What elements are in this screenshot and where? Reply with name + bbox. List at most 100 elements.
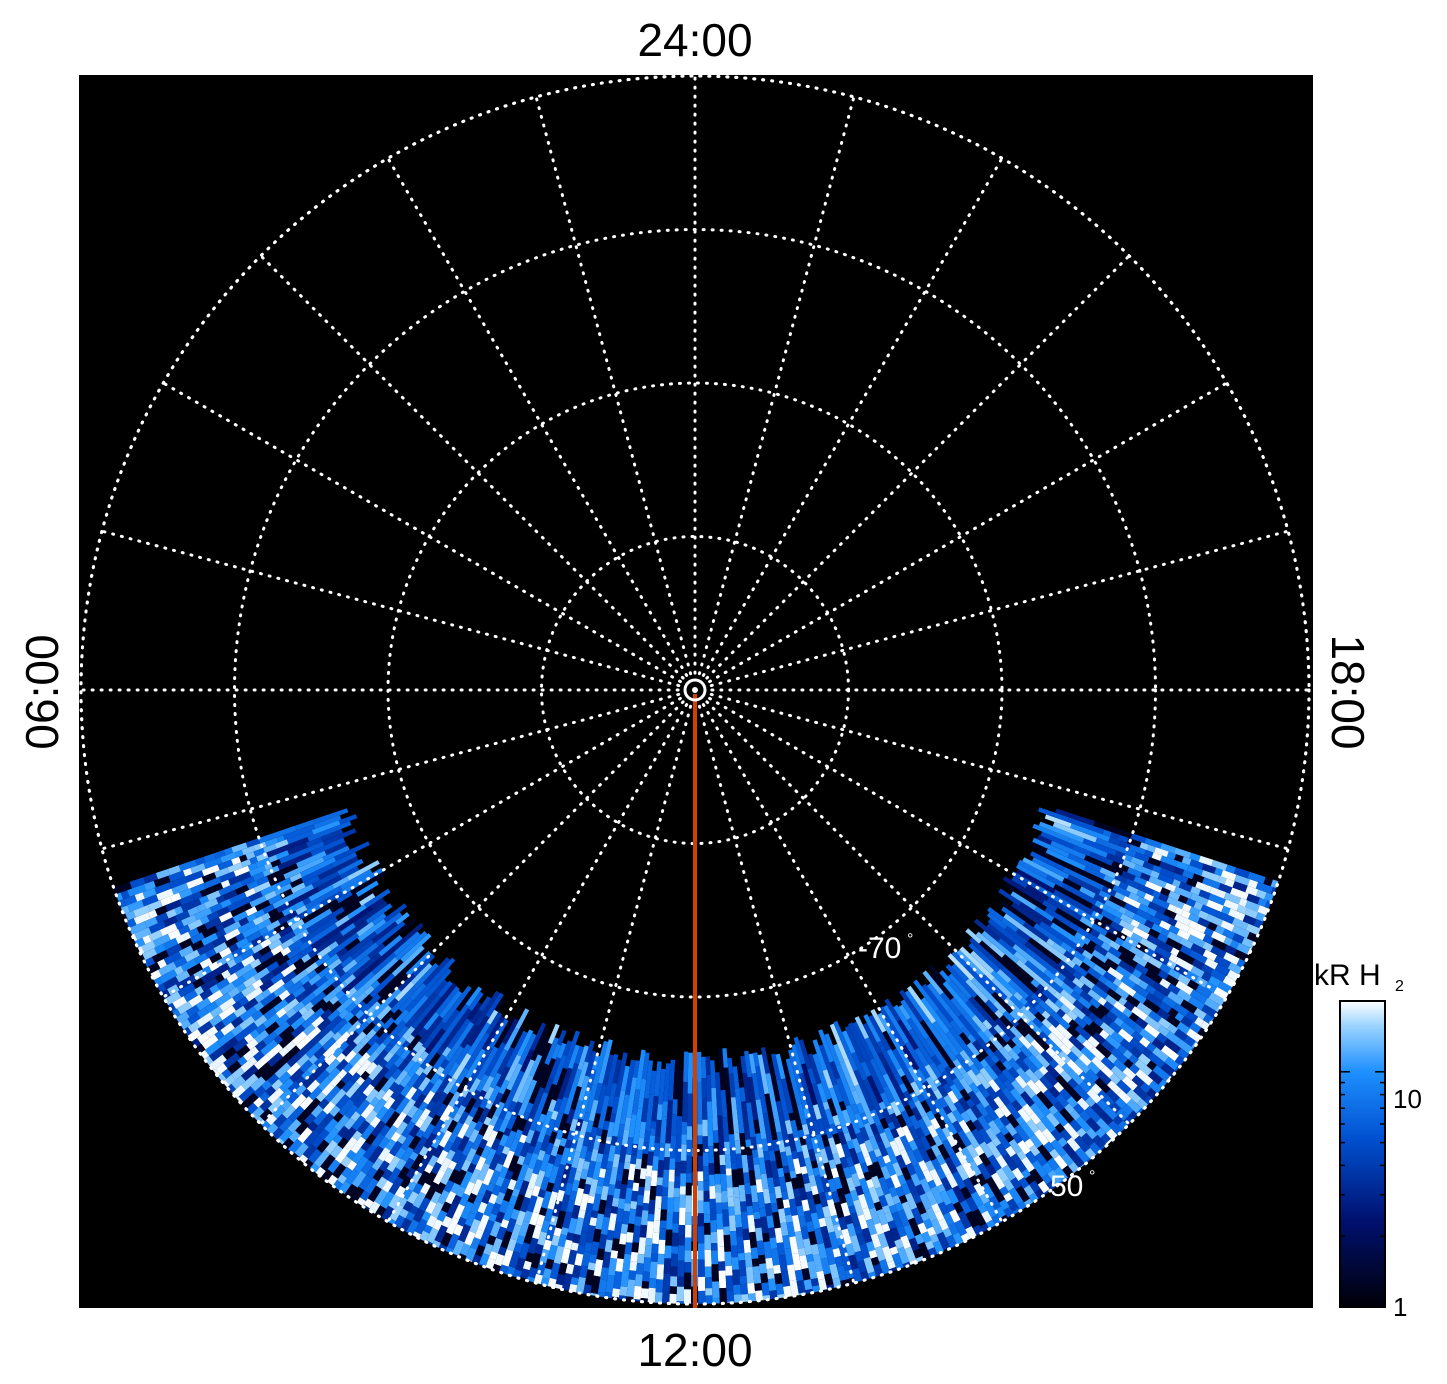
emission-cell (287, 886, 320, 908)
emission-cell (916, 1093, 926, 1103)
emission-cell (935, 1167, 947, 1180)
emission-cell (719, 1287, 728, 1304)
emission-cell (785, 1214, 793, 1223)
emission-cell (711, 1087, 719, 1131)
emission-cell (952, 1109, 964, 1123)
emission-cell (461, 1140, 474, 1157)
emission-cell (428, 1106, 439, 1119)
emission-cell (722, 1117, 730, 1142)
emission-cell (512, 1059, 535, 1103)
emission-cell (697, 1226, 705, 1244)
emission-cell (315, 953, 331, 967)
emission-cell (718, 1048, 726, 1091)
emission-cell (301, 899, 339, 924)
emission-cell (338, 1098, 355, 1117)
emission-cell (464, 1032, 490, 1070)
emission-cell (907, 1066, 920, 1082)
emission-cell (873, 1148, 882, 1158)
emission-cell (142, 935, 152, 945)
emission-cell (194, 907, 213, 921)
emission-cell (825, 1127, 834, 1139)
emission-cell (727, 1187, 734, 1197)
emission-cell (812, 1104, 822, 1120)
emission-cell (411, 1045, 427, 1063)
emission-cell (896, 1114, 907, 1128)
emission-cell (372, 1168, 385, 1182)
emission-cell (266, 869, 285, 881)
emission-cell (435, 1066, 445, 1076)
emission-cell (545, 1142, 554, 1156)
emission-cell (760, 1173, 769, 1190)
emission-cell (677, 1260, 685, 1277)
emission-cell (805, 1253, 814, 1263)
emission-cell (647, 1213, 655, 1222)
emission-cell (346, 1020, 362, 1036)
emission-cell (637, 1078, 647, 1110)
emission-cell (267, 1052, 283, 1068)
emission-cell (639, 1121, 647, 1139)
emission-cell (818, 1278, 828, 1291)
emission-cell (323, 1112, 335, 1124)
emission-cell (853, 1069, 876, 1112)
emission-cell (696, 1051, 702, 1083)
emission-cell (794, 1196, 803, 1207)
emission-cell (448, 1169, 460, 1183)
emission-cell (469, 1200, 481, 1215)
emission-cell (360, 1035, 370, 1046)
emission-cell (262, 904, 275, 915)
emission-cell (954, 1219, 968, 1237)
emission-cell (920, 1212, 930, 1222)
emission-cell (714, 1173, 721, 1185)
emission-cell (774, 1273, 783, 1285)
emission-cell (523, 1230, 534, 1245)
emission-cell (981, 1210, 993, 1224)
emission-cell (417, 1027, 428, 1038)
emission-cell (729, 1147, 737, 1163)
emission-cell (796, 1280, 806, 1294)
emission-cell (727, 1057, 734, 1074)
emission-cell (275, 1013, 290, 1027)
emission-cell (206, 890, 221, 902)
emission-cell (966, 1144, 979, 1159)
emission-cell (635, 1263, 644, 1275)
emission-cell (526, 1087, 545, 1124)
emission-cell (154, 905, 168, 916)
emission-cell (178, 888, 193, 899)
emission-cell (295, 992, 307, 1003)
emission-cell (812, 1193, 822, 1205)
emission-cell (627, 1223, 635, 1233)
emission-cell (199, 885, 216, 898)
emission-cell (273, 985, 287, 998)
emission-cell (721, 1190, 728, 1203)
emission-cell (423, 1132, 437, 1150)
emission-cell (876, 1124, 885, 1135)
emission-cell (290, 919, 305, 931)
emission-cell (551, 1067, 568, 1101)
emission-cell (946, 1134, 958, 1148)
emission-cell (845, 1050, 859, 1072)
emission-cell (231, 975, 246, 988)
emission-cell (841, 1109, 852, 1125)
emission-cell (500, 1088, 511, 1104)
emission-cell (663, 1157, 670, 1170)
emission-cell (600, 1185, 609, 1201)
emission-cell (307, 821, 352, 842)
emission-cell (312, 982, 329, 997)
emission-cell (735, 1227, 743, 1237)
emission-cell (650, 1128, 656, 1136)
emission-cell (574, 1046, 584, 1065)
emission-cell (791, 1252, 802, 1271)
emission-cell (774, 1150, 783, 1169)
emission-cell (240, 1092, 259, 1110)
emission-cell (633, 1168, 641, 1184)
emission-cell (375, 947, 396, 965)
emission-cell (267, 979, 285, 994)
emission-cell (723, 1067, 732, 1109)
emission-cell (355, 1009, 365, 1020)
emission-cell (801, 1063, 818, 1106)
emission-cell (276, 902, 290, 914)
emission-cell (420, 1054, 433, 1070)
emission-cell (567, 1249, 578, 1266)
emission-cell (900, 1074, 909, 1085)
